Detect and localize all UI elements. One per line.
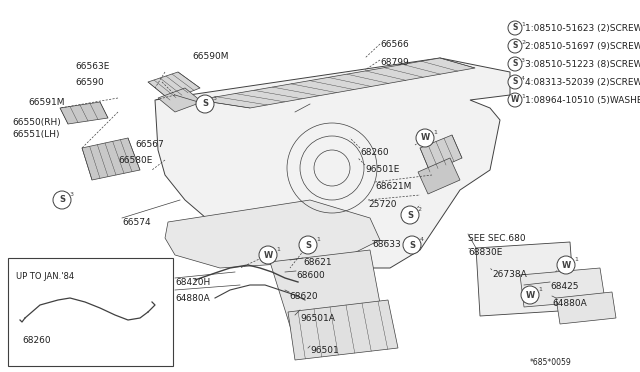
Text: 68633: 68633 (372, 240, 401, 249)
Text: 68621: 68621 (303, 258, 332, 267)
Polygon shape (288, 300, 398, 360)
Text: *685*0059: *685*0059 (530, 358, 572, 367)
Polygon shape (520, 268, 605, 307)
Circle shape (508, 93, 522, 107)
Circle shape (557, 256, 575, 274)
Text: 66550(RH): 66550(RH) (12, 118, 61, 127)
Text: 68799: 68799 (380, 58, 409, 67)
Polygon shape (155, 58, 510, 268)
Text: 66567: 66567 (135, 140, 164, 149)
Text: 2: 2 (521, 40, 525, 45)
Polygon shape (198, 58, 475, 108)
Text: S: S (59, 196, 65, 205)
Text: 1: 1 (521, 22, 525, 27)
Text: 4: 4 (521, 76, 525, 81)
Polygon shape (420, 135, 462, 172)
Text: 3: 3 (70, 192, 74, 197)
Circle shape (508, 39, 522, 53)
Text: 66551(LH): 66551(LH) (12, 130, 60, 139)
Text: 1: 1 (574, 257, 578, 262)
Text: S: S (512, 77, 518, 87)
Text: S: S (407, 211, 413, 219)
Polygon shape (270, 250, 385, 342)
Text: 66566: 66566 (380, 40, 409, 49)
Text: 64880A: 64880A (175, 294, 210, 303)
Text: 68425: 68425 (550, 282, 579, 291)
Text: 96501E: 96501E (365, 165, 399, 174)
Text: S: S (512, 23, 518, 32)
Circle shape (508, 57, 522, 71)
Text: 68620: 68620 (289, 292, 317, 301)
Text: 66574: 66574 (122, 218, 150, 227)
Text: 1: 1 (538, 287, 542, 292)
Text: W: W (420, 134, 429, 142)
Text: 2:08510-51697 (9)SCREW: 2:08510-51697 (9)SCREW (525, 42, 640, 51)
Circle shape (259, 246, 277, 264)
Text: 68420H: 68420H (175, 278, 211, 287)
Text: 68830E: 68830E (468, 248, 502, 257)
Text: 66590M: 66590M (192, 52, 228, 61)
Polygon shape (165, 200, 380, 268)
Text: 3:08510-51223 (8)SCREW: 3:08510-51223 (8)SCREW (525, 60, 640, 68)
Text: 68260: 68260 (360, 148, 388, 157)
Circle shape (196, 95, 214, 113)
Text: 4:08313-52039 (2)SCREW: 4:08313-52039 (2)SCREW (525, 77, 640, 87)
Text: 26738A: 26738A (492, 270, 527, 279)
Text: 96501: 96501 (310, 346, 339, 355)
Text: 68600: 68600 (296, 271, 324, 280)
Text: W: W (561, 260, 571, 269)
Text: 66590: 66590 (75, 78, 104, 87)
Circle shape (416, 129, 434, 147)
Text: 66580E: 66580E (118, 156, 152, 165)
Circle shape (508, 21, 522, 35)
Circle shape (299, 236, 317, 254)
Text: S: S (409, 241, 415, 250)
Text: 1: 1 (316, 237, 320, 242)
Polygon shape (476, 242, 575, 316)
Text: W: W (264, 250, 273, 260)
Text: 4: 4 (420, 237, 424, 242)
Text: 1:08510-51623 (2)SCREW: 1:08510-51623 (2)SCREW (525, 23, 640, 32)
Text: S: S (512, 60, 518, 68)
Text: 1: 1 (433, 130, 437, 135)
Text: S: S (202, 99, 208, 109)
Text: 64880A: 64880A (552, 299, 587, 308)
Polygon shape (60, 102, 108, 124)
Text: 3: 3 (521, 58, 525, 63)
Circle shape (403, 236, 421, 254)
Text: S: S (305, 241, 311, 250)
Text: 1: 1 (521, 94, 525, 99)
Polygon shape (556, 292, 616, 324)
Polygon shape (148, 72, 200, 100)
Text: 68621M: 68621M (375, 182, 412, 191)
Bar (8, 258, 173, 366)
Text: S: S (512, 42, 518, 51)
Text: W: W (511, 96, 519, 105)
Circle shape (53, 191, 71, 209)
Text: 96501A: 96501A (300, 314, 335, 323)
Text: 66563E: 66563E (75, 62, 109, 71)
Polygon shape (82, 138, 140, 180)
Text: 3: 3 (213, 96, 217, 101)
Text: 1:08964-10510 (5)WASHER: 1:08964-10510 (5)WASHER (525, 96, 640, 105)
Text: 68260: 68260 (22, 336, 51, 345)
Circle shape (521, 286, 539, 304)
Text: 25720: 25720 (368, 200, 397, 209)
Text: UP TO JAN.'84: UP TO JAN.'84 (16, 272, 74, 281)
Text: 2: 2 (418, 207, 422, 212)
Circle shape (508, 75, 522, 89)
Polygon shape (158, 88, 202, 112)
Text: W: W (525, 291, 534, 299)
Text: SEE SEC.680: SEE SEC.680 (468, 234, 525, 243)
Text: 66591M: 66591M (28, 98, 65, 107)
Circle shape (401, 206, 419, 224)
Text: 1: 1 (276, 247, 280, 252)
Polygon shape (418, 158, 460, 194)
